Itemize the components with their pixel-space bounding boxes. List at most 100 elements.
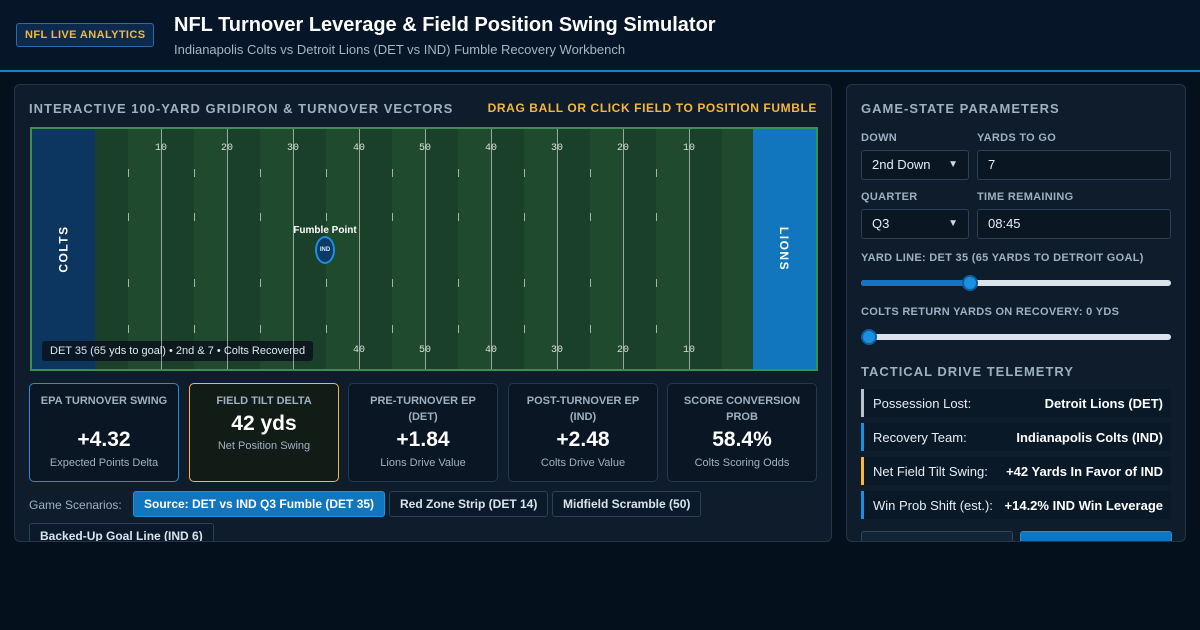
- stat-value: 58.4%: [712, 428, 772, 451]
- scenario-red-zone-strip[interactable]: Red Zone Strip (DET 14): [389, 491, 549, 517]
- page-subtitle: Indianapolis Colts vs Detroit Lions (DET…: [174, 42, 626, 57]
- telemetry-value: Indianapolis Colts (IND): [1016, 429, 1163, 445]
- hash-mark: [656, 169, 657, 177]
- yard-line-slider-thumb[interactable]: [961, 275, 978, 291]
- field-stripe: [227, 129, 260, 369]
- field-stripe: [689, 129, 722, 369]
- hash-mark: [656, 279, 657, 287]
- field-stripe: [491, 129, 524, 369]
- game-state-panel: GAME-STATE PARAMETERS DOWN 2nd Down ▼ YA…: [846, 84, 1186, 542]
- colts-endzone-label: COLTS: [56, 225, 71, 273]
- hash-mark: [194, 279, 195, 287]
- yard-line-label: YARD LINE: DET 35 (65 YARDS TO DETROIT G…: [861, 252, 1144, 264]
- scenarios-label: Game Scenarios:: [29, 498, 122, 512]
- telemetry-row: Possession Lost: Detroit Lions (DET): [861, 389, 1171, 417]
- stat-value: 42 yds: [231, 412, 297, 435]
- telemetry-key: Net Field Tilt Swing:: [873, 463, 988, 479]
- time-remaining-input[interactable]: 08:45: [977, 209, 1171, 239]
- hash-mark: [128, 169, 129, 177]
- yards-to-go-input[interactable]: 7: [977, 150, 1171, 180]
- hash-mark: [260, 279, 261, 287]
- secondary-action-button[interactable]: [861, 531, 1013, 541]
- field-stripe: [557, 129, 590, 369]
- hash-mark: [458, 169, 459, 177]
- chevron-down-icon: ▼: [948, 159, 958, 170]
- gridiron-title: INTERACTIVE 100-YARD GRIDIRON & TURNOVER…: [29, 101, 454, 116]
- telemetry-row: Net Field Tilt Swing: +42 Yards In Favor…: [861, 457, 1171, 485]
- stat-value: +1.84: [396, 428, 450, 451]
- scenario-source-fumble[interactable]: Source: DET vs IND Q3 Fumble (DET 35): [133, 491, 386, 517]
- quarter-select-value: Q3: [872, 216, 890, 231]
- scenario-midfield-scramble[interactable]: Midfield Scramble (50): [552, 491, 702, 517]
- yard-line: [491, 129, 492, 369]
- pre-turnover-ep-card: PRE-TURNOVER EP (DET) +1.84 Lions Drive …: [348, 383, 498, 482]
- return-yards-slider-thumb[interactable]: [861, 329, 877, 345]
- hash-mark: [194, 325, 195, 333]
- lions-endzone-label: LIONS: [777, 226, 792, 272]
- telemetry-row: Recovery Team: Indianapolis Colts (IND): [861, 423, 1171, 451]
- hash-mark: [260, 169, 261, 177]
- football-marker[interactable]: IND: [315, 236, 335, 264]
- telemetry-value: +42 Yards In Favor of IND: [1006, 463, 1163, 479]
- primary-action-button[interactable]: [1020, 531, 1172, 541]
- field-stripe: [623, 129, 656, 369]
- hash-mark: [524, 169, 525, 177]
- stat-label: SCORE CONVERSION PROB: [683, 395, 801, 423]
- telemetry-key: Recovery Team:: [873, 429, 967, 445]
- hash-mark: [590, 169, 591, 177]
- down-select[interactable]: 2nd Down ▼: [861, 150, 969, 180]
- hash-mark: [524, 279, 525, 287]
- return-yards-slider[interactable]: [861, 329, 1171, 345]
- hash-mark: [458, 213, 459, 221]
- game-state-title: GAME-STATE PARAMETERS: [861, 101, 1060, 116]
- gridiron-panel: INTERACTIVE 100-YARD GRIDIRON & TURNOVER…: [14, 84, 832, 542]
- hash-mark: [458, 325, 459, 333]
- yards-to-go-label: YARDS TO GO: [977, 132, 1057, 144]
- telemetry-key: Possession Lost:: [873, 395, 972, 411]
- hash-mark: [590, 325, 591, 333]
- stat-value: +4.32: [77, 428, 131, 451]
- hash-mark: [326, 169, 327, 177]
- post-turnover-ep-card: POST-TURNOVER EP (IND) +2.48 Colts Drive…: [508, 383, 658, 482]
- yard-line: [227, 129, 228, 369]
- lions-endzone: LIONS: [753, 129, 816, 369]
- stat-note: Lions Drive Value: [380, 457, 466, 469]
- hash-mark: [326, 325, 327, 333]
- field-stripe: [161, 129, 194, 369]
- yard-line: [425, 129, 426, 369]
- brand-badge: NFL LIVE ANALYTICS: [16, 23, 155, 47]
- hash-mark: [656, 213, 657, 221]
- hash-mark: [194, 213, 195, 221]
- quarter-select[interactable]: Q3 ▼: [861, 209, 969, 239]
- stat-note: Colts Drive Value: [540, 457, 626, 469]
- field-stripe: [359, 129, 392, 369]
- telemetry-title: TACTICAL DRIVE TELEMETRY: [861, 364, 1074, 379]
- scenario-backed-up-goal-line[interactable]: Backed-Up Goal Line (IND 6): [29, 523, 214, 541]
- hash-mark: [590, 279, 591, 287]
- telemetry-value: Detroit Lions (DET): [1044, 395, 1163, 411]
- return-yards-label: COLTS RETURN YARDS ON RECOVERY: 0 YDS: [861, 306, 1120, 318]
- stat-label: PRE-TURNOVER EP (DET): [370, 395, 476, 423]
- score-conversion-card: SCORE CONVERSION PROB 58.4% Colts Scorin…: [667, 383, 817, 482]
- yard-line: [623, 129, 624, 369]
- football-field[interactable]: COLTS LIONS 10 20 30 40 50 40 30 20 10 4…: [30, 127, 818, 371]
- yard-line: [293, 129, 294, 369]
- time-remaining-label: TIME REMAINING: [977, 191, 1074, 203]
- down-label: DOWN: [861, 132, 898, 144]
- chevron-down-icon: ▼: [948, 218, 958, 229]
- colts-endzone: COLTS: [32, 129, 95, 369]
- hash-mark: [326, 213, 327, 221]
- hash-mark: [392, 169, 393, 177]
- hash-mark: [128, 325, 129, 333]
- yard-line: [689, 129, 690, 369]
- yard-line-slider-fill: [861, 280, 970, 286]
- field-situation-caption: DET 35 (65 yds to goal) • 2nd & 7 • Colt…: [42, 341, 314, 361]
- yard-line: [557, 129, 558, 369]
- yard-line-slider[interactable]: [861, 275, 1171, 291]
- stat-value: +2.48: [556, 428, 610, 451]
- stat-note: Net Position Swing: [217, 440, 311, 452]
- field-tilt-card: FIELD TILT DELTA 42 yds Net Position Swi…: [189, 383, 339, 482]
- app-header: NFL LIVE ANALYTICS NFL Turnover Leverage…: [0, 0, 1200, 72]
- hash-mark: [392, 325, 393, 333]
- hash-mark: [524, 213, 525, 221]
